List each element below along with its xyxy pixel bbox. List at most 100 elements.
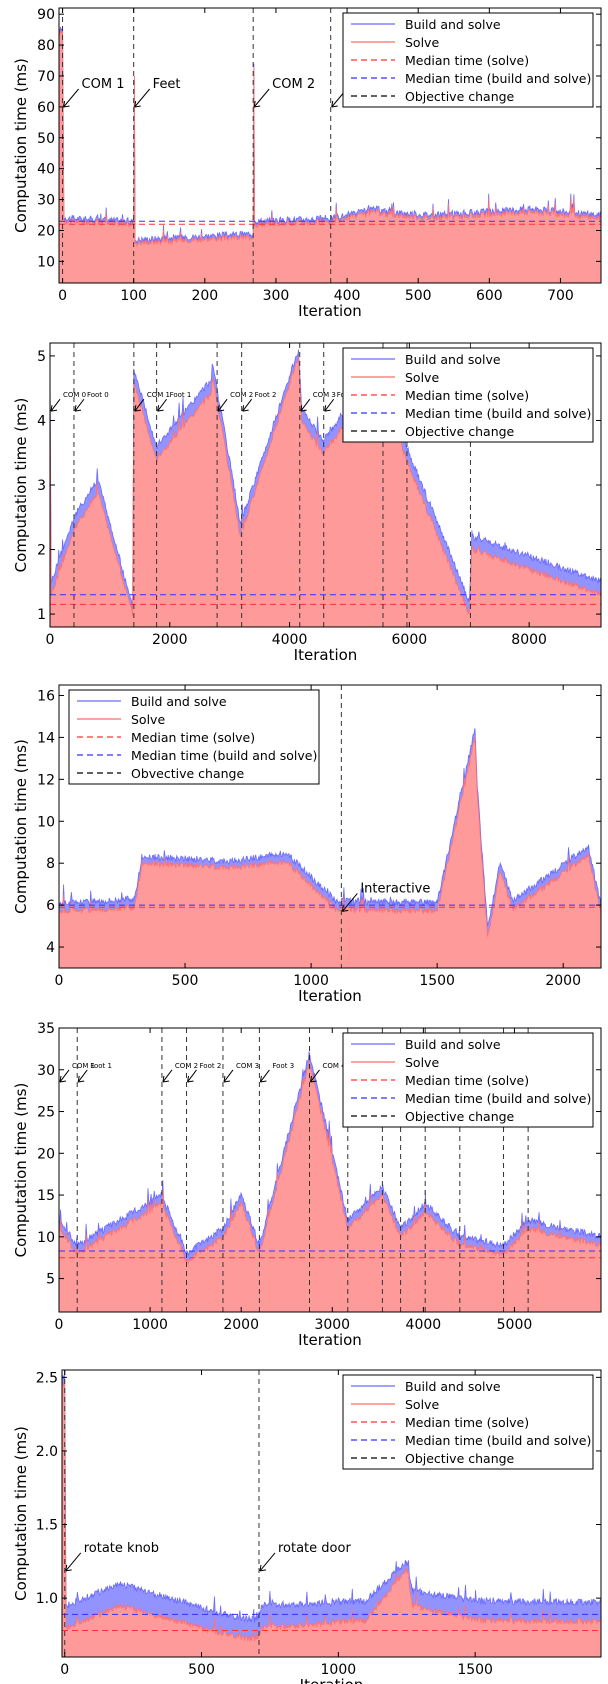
x-tick-label: 500 (405, 288, 432, 304)
annotation-label: Feet (153, 77, 181, 92)
annotation-arrow (134, 88, 151, 108)
annotation-arrowhead (331, 100, 338, 108)
x-axis-label: Iteration (294, 646, 358, 664)
annotation-arrowhead (217, 405, 225, 412)
x-tick-label: 0 (58, 288, 67, 304)
annotation-arrow (77, 1069, 88, 1083)
plot-area (59, 1051, 601, 1312)
annotation-label: Foot 1 (90, 1062, 112, 1070)
y-axis-label: Computation time (ms) (12, 1426, 30, 1601)
legend-entry: Median time (build and solve) (405, 1091, 591, 1106)
annotation-arrowhead (324, 405, 331, 412)
y-tick-label: 14 (37, 730, 55, 746)
annotation-arrowhead (59, 1075, 67, 1083)
y-tick-label: 4 (37, 413, 46, 429)
legend-entry: Build and solve (405, 17, 501, 32)
y-tick-label: 3 (37, 478, 46, 494)
y-tick-label: 25 (37, 1105, 55, 1121)
x-tick-label: 1500 (457, 1662, 493, 1678)
annotation-arrow (162, 1069, 173, 1083)
y-tick-label: 4 (46, 940, 55, 956)
y-tick-label: 1.5 (36, 1518, 58, 1534)
annotation-arrowhead (223, 1075, 231, 1083)
y-tick-label: 1 (37, 607, 46, 623)
annotation-arrow (259, 1552, 276, 1572)
solve-area (62, 1381, 601, 1657)
legend: Build and solve Solve Median time (solve) M… (342, 1032, 594, 1128)
annotation-arrow (157, 398, 168, 412)
y-tick-label: 5 (37, 349, 46, 365)
annotation-arrowhead (63, 100, 70, 108)
x-tick-label: 1000 (132, 1317, 168, 1333)
plot-area (59, 728, 601, 968)
legend-entry: Objective change (405, 89, 515, 104)
annotation-label: Foot 1 (170, 391, 192, 399)
annotation-arrow (59, 1069, 70, 1083)
legend-entry: Median time (solve) (405, 1415, 529, 1430)
axes-frame (61, 1369, 602, 1658)
y-axis-label: Computation time (ms) (12, 739, 30, 914)
chart-panel-3: Interactive 0 500 1000 1500 2000 4 6 8 10 12 14 16 It… (12, 684, 602, 1005)
annotation-arrowhead (310, 1075, 317, 1083)
legend: Build and solve Solve Median time (solve) M… (342, 347, 594, 443)
x-tick-label: 4000 (406, 1317, 442, 1333)
x-tick-label: 1000 (321, 1662, 357, 1678)
legend-entry: Obvective change (131, 766, 244, 781)
y-tick-label: 6 (46, 898, 55, 914)
plot-area (59, 26, 601, 283)
annotation-label: COM 0 (63, 391, 86, 399)
annotation-arrow (217, 398, 228, 412)
build-and-solve-line (62, 1374, 601, 1623)
y-tick-label: 2 (37, 543, 46, 559)
annotation-arrow (134, 398, 145, 412)
plot-area (62, 1374, 601, 1657)
y-tick-label: 10 (37, 1230, 55, 1246)
x-tick-label: 100 (120, 288, 147, 304)
y-tick-label: 20 (37, 223, 55, 239)
x-tick-label: 4000 (272, 632, 308, 648)
x-tick-label: 700 (547, 288, 574, 304)
y-tick-label: 60 (37, 100, 55, 116)
y-tick-label: 90 (37, 7, 55, 23)
y-tick-label: 20 (37, 1146, 55, 1162)
annotation-label: COM 4 (323, 1062, 347, 1070)
build-and-solve-line (59, 1051, 601, 1256)
annotation-arrowhead (134, 405, 141, 412)
legend: Build and solve Solve Median time (solve) M… (342, 12, 594, 108)
x-tick-label: 0 (46, 632, 55, 648)
y-tick-label: 50 (37, 131, 55, 147)
legend-entry: Objective change (405, 1109, 515, 1124)
annotation-arrow (324, 398, 335, 412)
annotation-label: rotate door (278, 1541, 351, 1556)
solve-line (59, 735, 601, 937)
y-tick-label: 40 (37, 162, 55, 178)
x-axis-label: Iteration (298, 1331, 362, 1349)
y-tick-label: 10 (37, 814, 55, 830)
annotation-arrow (310, 1069, 320, 1083)
x-tick-label: 1500 (419, 973, 455, 989)
y-tick-label: 5 (46, 1272, 55, 1288)
annotation-label: Foot 3 (272, 1062, 294, 1070)
annotation-arrowhead (65, 1564, 72, 1572)
annotation-label: Foot 2 (200, 1062, 222, 1070)
legend-entry: Build and solve (131, 694, 227, 709)
legend-entry: Median time (build and solve) (131, 748, 317, 763)
legend-entry: Build and solve (405, 352, 501, 367)
annotation-arrowhead (134, 100, 141, 108)
annotation-label: Foot 0 (87, 391, 109, 399)
annotation-arrowhead (259, 1564, 267, 1572)
annotation-label: rotate knob (84, 1541, 159, 1556)
legend-entry: Objective change (405, 1451, 515, 1466)
annotation-arrow (253, 88, 270, 108)
axes-frame (58, 7, 602, 284)
legend-entry: Median time (solve) (405, 1073, 529, 1088)
legend: Build and solve Solve Median time (solve) M… (342, 1374, 594, 1470)
annotation-arrow (50, 398, 61, 412)
y-axis-label: Computation time (ms) (12, 1083, 30, 1258)
chart-panel-5: rotate knob rotate door 0 500 1000 1500 1.0 1.5… (12, 1369, 602, 1684)
solve-area (59, 30, 601, 283)
x-axis-label: Iteration (300, 1676, 364, 1684)
legend-entry: Build and solve (405, 1037, 501, 1052)
